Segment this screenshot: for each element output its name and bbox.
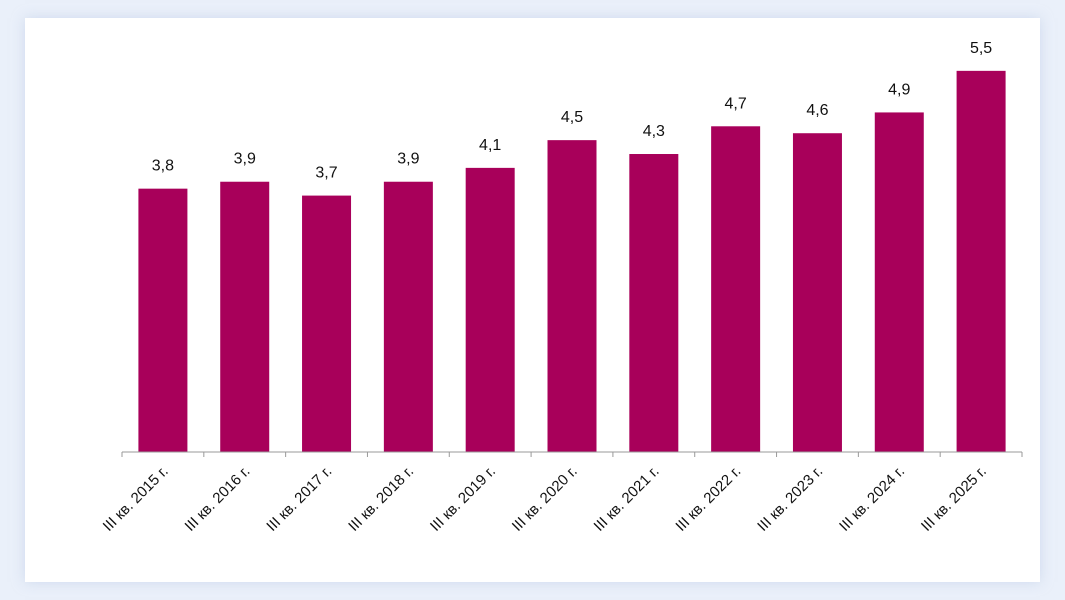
category-label: III кв. 2018 г. [345, 463, 417, 535]
value-label: 4,3 [643, 123, 665, 140]
category-label: III кв. 2021 г. [591, 463, 663, 535]
value-label: 4,7 [725, 95, 747, 112]
category-label: III кв. 2017 г. [263, 463, 335, 535]
value-labels: 3,8 3,9 3,7 3,9 4,1 4,5 4,3 4,7 4,6 4,9 5,5 [152, 40, 993, 182]
bar [138, 188, 188, 452]
value-label: 4,5 [561, 109, 583, 126]
value-label: 5,5 [970, 40, 992, 57]
category-label: III кв. 2024 г. [836, 463, 908, 535]
bar [465, 167, 515, 452]
category-label: III кв. 2015 г. [100, 463, 172, 535]
value-label: 3,7 [315, 165, 337, 182]
value-label: 3,9 [397, 151, 419, 168]
value-label: 3,8 [152, 158, 174, 175]
chart-card [25, 18, 1040, 582]
category-label: III кв. 2025 г. [918, 463, 990, 535]
bar [874, 112, 924, 453]
category-label: III кв. 2016 г. [182, 463, 254, 535]
category-label: III кв. 2023 г. [754, 463, 826, 535]
category-label: III кв. 2022 г. [672, 463, 744, 535]
bar [383, 181, 433, 453]
bar [711, 126, 761, 452]
value-label: 3,9 [234, 151, 256, 168]
category-label: III кв. 2019 г. [427, 463, 499, 535]
value-label: 4,9 [888, 81, 910, 98]
category-labels: III кв. 2015 г. III кв. 2016 г. III кв. 20… [100, 463, 990, 535]
bar [220, 181, 270, 453]
bar [302, 195, 352, 452]
bar [956, 70, 1006, 452]
bar [629, 154, 679, 452]
bar [792, 133, 842, 452]
category-label: III кв. 2020 г. [509, 463, 581, 535]
value-label: 4,6 [806, 102, 828, 119]
bar [547, 140, 597, 452]
value-label: 4,1 [479, 137, 501, 154]
bars-group [138, 70, 1006, 453]
x-ticks [121, 452, 1023, 457]
